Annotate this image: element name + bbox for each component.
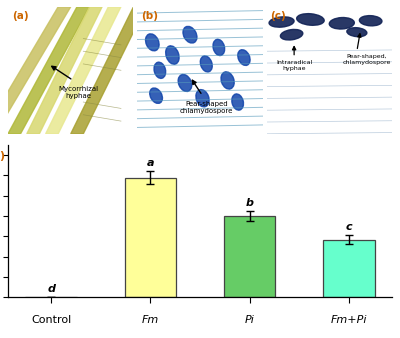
Ellipse shape <box>196 90 209 107</box>
Text: c: c <box>346 222 352 233</box>
Polygon shape <box>8 7 90 134</box>
Text: a: a <box>147 159 154 168</box>
Text: d: d <box>47 284 55 294</box>
Text: Fm+Pi: Fm+Pi <box>330 315 367 325</box>
Ellipse shape <box>238 50 250 66</box>
Ellipse shape <box>166 46 179 64</box>
Bar <box>323 240 374 297</box>
Ellipse shape <box>178 74 192 92</box>
Text: b: b <box>246 198 254 208</box>
Ellipse shape <box>269 17 294 27</box>
Ellipse shape <box>146 34 159 51</box>
Ellipse shape <box>221 72 234 89</box>
Text: Fm: Fm <box>142 315 159 325</box>
Text: (a): (a) <box>12 10 28 21</box>
Ellipse shape <box>154 62 166 78</box>
Ellipse shape <box>183 26 197 43</box>
Ellipse shape <box>329 18 354 29</box>
Text: Pear-shaped,
chlamydospore: Pear-shaped, chlamydospore <box>343 54 391 65</box>
Polygon shape <box>27 7 102 134</box>
Bar <box>125 177 176 297</box>
Polygon shape <box>0 7 71 134</box>
Text: Mycorrhizal
hyphae: Mycorrhizal hyphae <box>58 86 98 99</box>
Text: Pi: Pi <box>245 315 254 325</box>
Ellipse shape <box>280 29 303 40</box>
Ellipse shape <box>150 88 162 103</box>
Text: (b): (b) <box>141 10 158 21</box>
Ellipse shape <box>232 94 244 110</box>
Polygon shape <box>71 7 146 134</box>
Bar <box>224 216 275 297</box>
Ellipse shape <box>347 28 367 37</box>
Ellipse shape <box>213 39 225 55</box>
Text: Control: Control <box>31 315 71 325</box>
Text: (c): (c) <box>270 10 286 21</box>
Polygon shape <box>46 7 121 134</box>
Ellipse shape <box>359 16 382 26</box>
Ellipse shape <box>297 14 324 25</box>
Ellipse shape <box>200 56 212 72</box>
Text: Pear-shaped
chlamydospore: Pear-shaped chlamydospore <box>180 101 233 114</box>
Text: (d): (d) <box>0 151 5 161</box>
Text: Intraradical
hyphae: Intraradical hyphae <box>276 60 312 71</box>
